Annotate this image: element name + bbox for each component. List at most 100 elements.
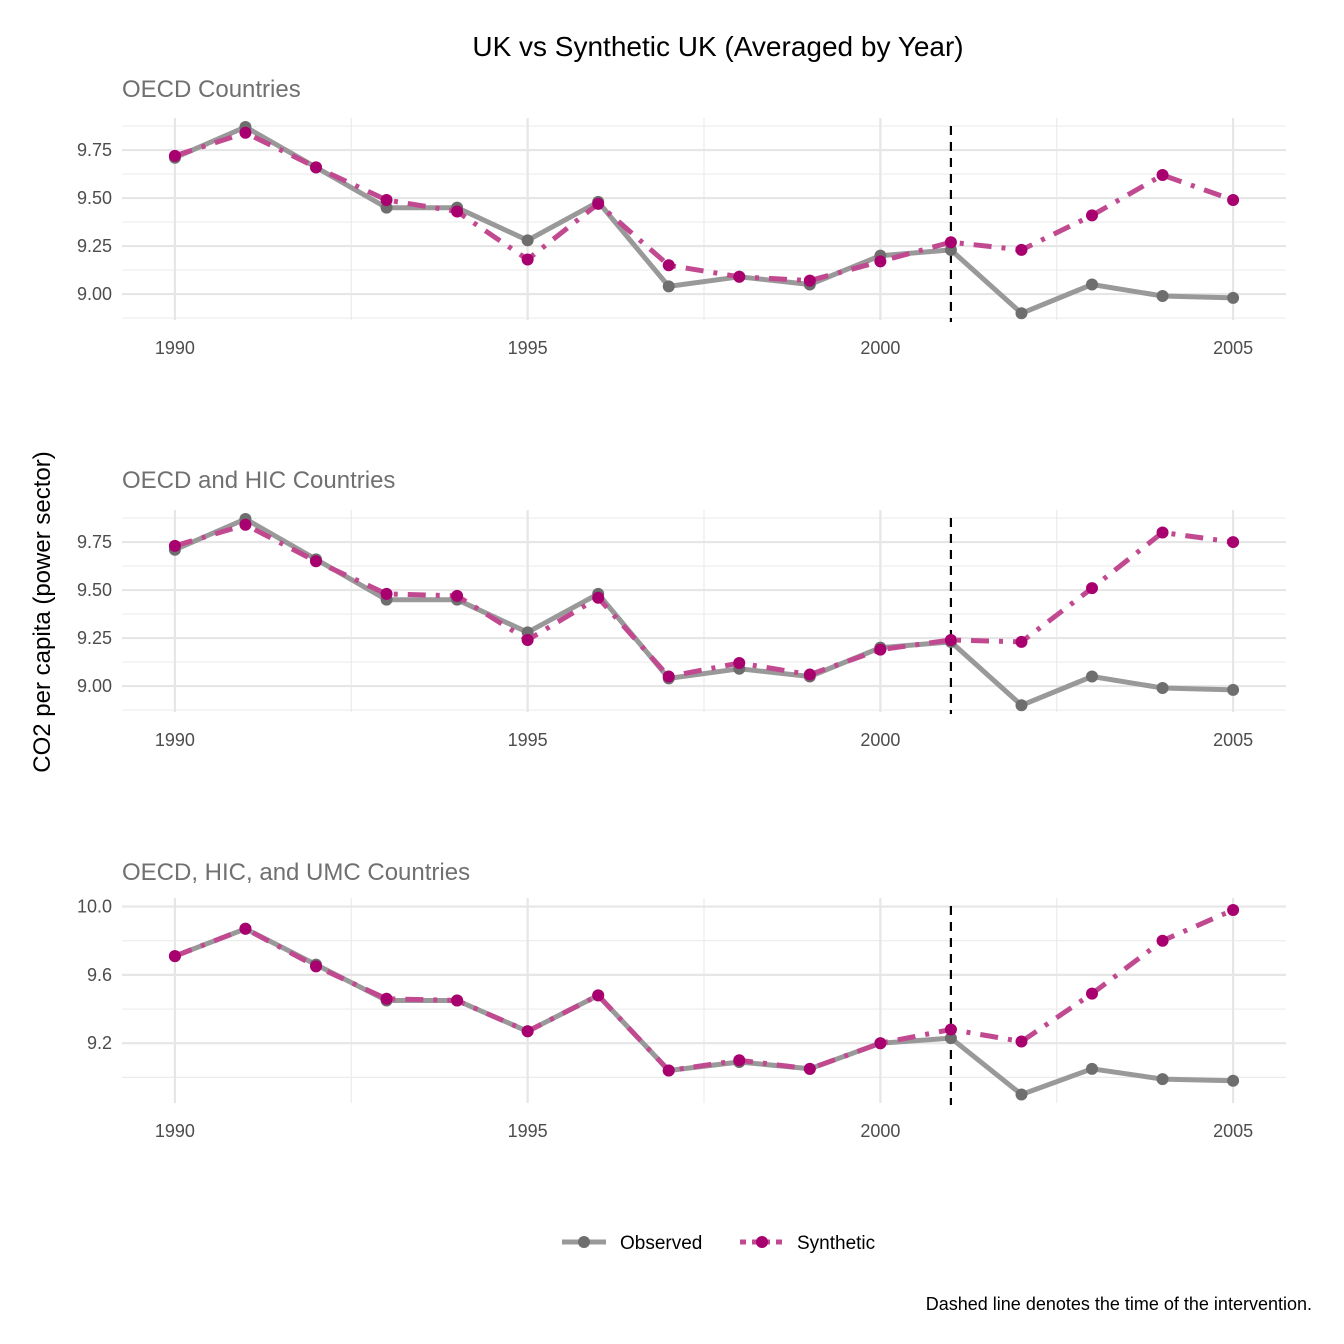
synthetic-point: [1086, 209, 1098, 221]
panel-2: OECD and HIC Countries 9.00 9.25 9.50 9.75 19…: [77, 467, 1286, 750]
legend-item-synthetic: Synthetic: [740, 1233, 875, 1254]
synthetic-point: [1015, 636, 1027, 648]
panel-subtitle: OECD, HIC, and UMC Countries: [122, 859, 470, 886]
legend-item-observed: Observed: [562, 1233, 702, 1254]
x-tick-label: 2005: [1213, 1121, 1253, 1141]
legend-key-point: [578, 1236, 590, 1248]
observed-point: [1157, 682, 1169, 694]
synthetic-point: [733, 271, 745, 283]
synthetic-point: [451, 206, 463, 218]
observed-point: [1157, 1073, 1169, 1085]
observed-point: [1086, 1063, 1098, 1075]
synthetic-point: [522, 1025, 534, 1037]
x-tick-label: 1995: [508, 338, 548, 358]
synthetic-point: [592, 198, 604, 210]
synthetic-point: [1086, 988, 1098, 1000]
synthetic-point: [522, 254, 534, 266]
synthetic-point: [592, 592, 604, 604]
panel-subtitle: OECD Countries: [122, 76, 301, 103]
synthetic-point: [592, 989, 604, 1001]
legend: Observed Synthetic: [562, 1233, 875, 1254]
y-tick-label: 9.50: [77, 580, 112, 600]
synthetic-point: [451, 590, 463, 602]
x-tick-label: 2000: [860, 730, 900, 750]
synthetic-point: [1227, 536, 1239, 548]
observed-point: [522, 234, 534, 246]
chart-title: UK vs Synthetic UK (Averaged by Year): [472, 31, 963, 62]
synthetic-point: [169, 950, 181, 962]
synthetic-point: [1157, 526, 1169, 538]
synthetic-point: [310, 555, 322, 567]
panel-3: OECD, HIC, and UMC Countries 9.2 9.6 10.0 19…: [77, 859, 1286, 1141]
synthetic-point: [522, 634, 534, 646]
synthetic-point: [945, 634, 957, 646]
legend-key-point: [756, 1236, 768, 1248]
synthetic-point: [804, 275, 816, 287]
x-tick-label: 2005: [1213, 730, 1253, 750]
observed-point: [1227, 292, 1239, 304]
x-tick-label: 2000: [860, 338, 900, 358]
observed-point: [1227, 1075, 1239, 1087]
synthetic-point: [239, 519, 251, 531]
legend-label: Synthetic: [797, 1233, 875, 1254]
observed-point: [1015, 307, 1027, 319]
panel-1: OECD Countries 9.00 9.25 9.50 9.75 1990 1995 20…: [77, 76, 1286, 358]
observed-point: [1227, 684, 1239, 696]
synthetic-point: [804, 669, 816, 681]
synthetic-point: [945, 236, 957, 248]
observed-point: [1015, 1088, 1027, 1100]
observed-point: [1015, 699, 1027, 711]
observed-point: [663, 280, 675, 292]
chart: UK vs Synthetic UK (Averaged by Year) CO…: [0, 0, 1344, 1344]
observed-point: [1086, 278, 1098, 290]
synthetic-point: [1227, 904, 1239, 916]
synthetic-point: [733, 1054, 745, 1066]
observed-point: [1157, 290, 1169, 302]
synthetic-point: [804, 1063, 816, 1075]
legend-label: Observed: [620, 1233, 702, 1254]
synthetic-point: [733, 657, 745, 669]
y-tick-label: 9.00: [77, 676, 112, 696]
synthetic-point: [239, 923, 251, 935]
x-tick-label: 2000: [860, 1121, 900, 1141]
synthetic-point: [663, 259, 675, 271]
y-tick-label: 9.50: [77, 188, 112, 208]
x-tick-label: 1990: [155, 730, 195, 750]
y-tick-label: 9.25: [77, 628, 112, 648]
y-tick-label: 9.75: [77, 532, 112, 552]
synthetic-point: [663, 1065, 675, 1077]
synthetic-point: [451, 995, 463, 1007]
synthetic-point: [1157, 169, 1169, 181]
synthetic-point: [310, 960, 322, 972]
synthetic-point: [169, 150, 181, 162]
x-tick-label: 1995: [508, 1121, 548, 1141]
y-tick-label: 9.6: [87, 965, 112, 985]
y-tick-label: 10.0: [77, 897, 112, 917]
synthetic-point: [1015, 1036, 1027, 1048]
synthetic-point: [874, 1037, 886, 1049]
synthetic-point: [663, 670, 675, 682]
synthetic-point: [874, 255, 886, 267]
y-tick-label: 9.75: [77, 140, 112, 160]
y-axis-title: CO2 per capita (power sector): [29, 451, 56, 772]
synthetic-point: [381, 194, 393, 206]
x-tick-label: 1990: [155, 1121, 195, 1141]
x-tick-label: 2005: [1213, 338, 1253, 358]
synthetic-point: [169, 540, 181, 552]
panel-subtitle: OECD and HIC Countries: [122, 467, 395, 494]
synthetic-point: [381, 588, 393, 600]
synthetic-point: [310, 161, 322, 173]
synthetic-point: [1086, 582, 1098, 594]
synthetic-point: [1157, 935, 1169, 947]
synthetic-point: [239, 127, 251, 139]
x-tick-label: 1990: [155, 338, 195, 358]
synthetic-point: [1227, 194, 1239, 206]
y-tick-label: 9.2: [87, 1033, 112, 1053]
panels: OECD Countries 9.00 9.25 9.50 9.75 1990 1995 20…: [77, 76, 1286, 1141]
synthetic-point: [874, 644, 886, 656]
y-tick-label: 9.25: [77, 236, 112, 256]
y-tick-label: 9.00: [77, 284, 112, 304]
caption: Dashed line denotes the time of the inte…: [926, 1294, 1312, 1314]
synthetic-point: [381, 993, 393, 1005]
synthetic-point: [1015, 244, 1027, 256]
